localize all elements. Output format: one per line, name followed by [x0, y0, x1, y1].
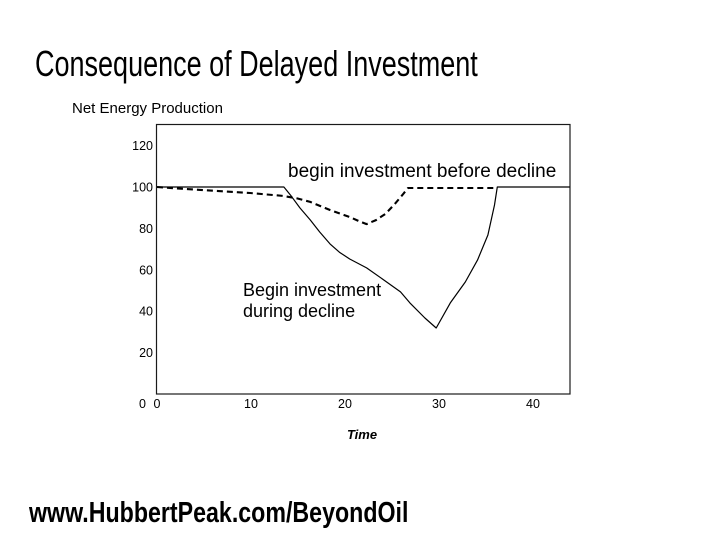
x-tick-label: 30 [432, 397, 446, 411]
x-axis-title: Time [347, 427, 377, 442]
series-dashed-line [156, 185, 498, 226]
x-axis-tick-labels: 0 10 20 30 40 [154, 397, 540, 411]
annotation-before-decline: begin investment before decline [288, 161, 556, 182]
x-tick-label: 40 [526, 397, 540, 411]
y-tick-label: 20 [139, 346, 153, 360]
footer-url: www.HubbertPeak.com/BeyondOil [29, 497, 409, 529]
plot-area-border [155, 123, 571, 395]
y-tick-label: 100 [132, 181, 153, 195]
annotation-during-decline-line2: during decline [243, 301, 355, 321]
y-axis-tick-labels: 0 20 40 60 80 100 120 [132, 139, 153, 411]
x-tick-label: 10 [244, 397, 258, 411]
y-tick-label: 80 [139, 222, 153, 236]
chart-title: Net Energy Production [72, 100, 223, 117]
y-tick-label: 60 [139, 263, 153, 277]
y-tick-label: 40 [139, 305, 153, 319]
x-tick-label: 0 [154, 397, 161, 411]
series-solid-line [157, 186, 570, 329]
x-tick-label: 20 [338, 397, 352, 411]
line-chart: 0 20 40 60 80 100 120 0 10 20 30 40 begin investme… [132, 123, 571, 442]
slide-title: Consequence of Delayed Investment [35, 43, 478, 84]
series-lines [156, 185, 570, 329]
y-tick-label: 0 [139, 397, 146, 411]
annotation-during-decline-line1: Begin investment [243, 280, 381, 300]
y-tick-label: 120 [132, 139, 153, 153]
